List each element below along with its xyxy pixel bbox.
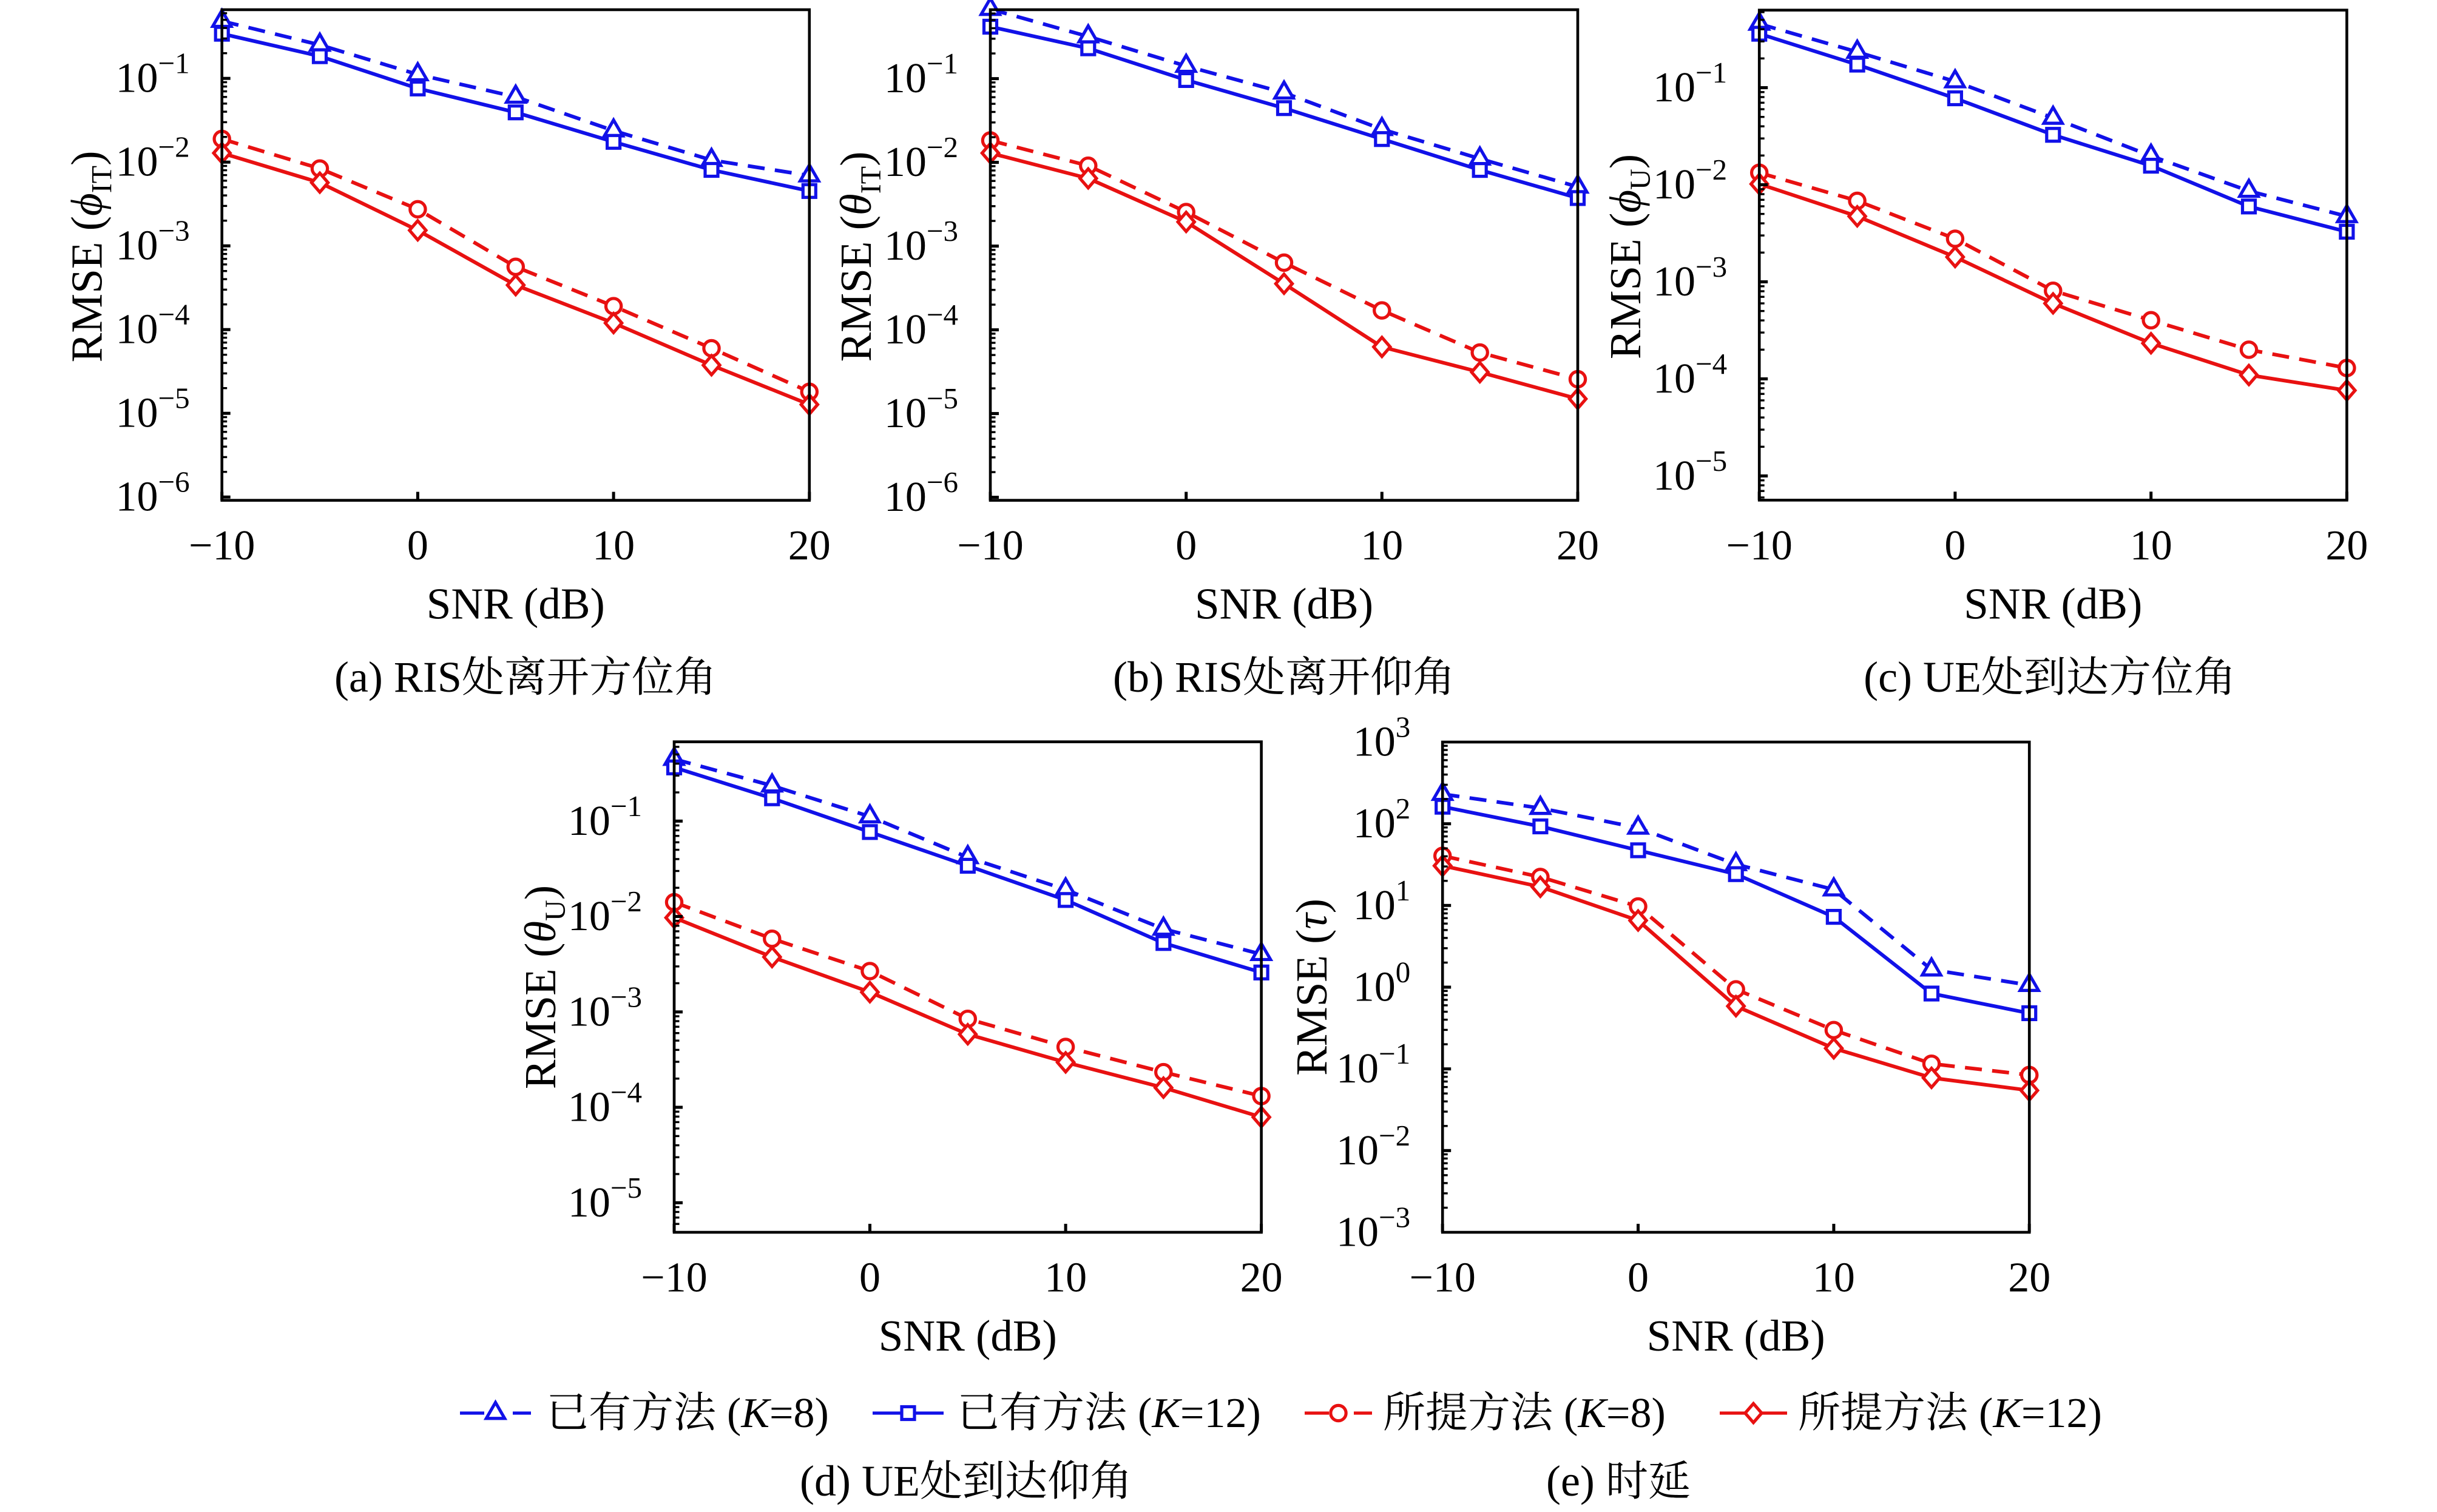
svg-text:0: 0: [1627, 1255, 1649, 1301]
svg-text:20: 20: [2325, 522, 2368, 569]
svg-text:0: 0: [1944, 522, 1965, 569]
svg-text:10: 10: [1044, 1255, 1087, 1301]
svg-text:20: 20: [2008, 1255, 2050, 1301]
svg-text:SNR (dB): SNR (dB): [1964, 579, 2142, 628]
svg-text:RMSE (τ): RMSE (τ): [1287, 899, 1336, 1076]
svg-text:−10: −10: [957, 522, 1023, 569]
svg-text:10: 10: [592, 522, 635, 569]
svg-text:10: 10: [1360, 522, 1403, 569]
svg-text:10−2: 10−2: [1653, 153, 1727, 208]
svg-text:SNR (dB): SNR (dB): [879, 1311, 1057, 1360]
svg-text:10−1: 10−1: [1653, 56, 1727, 111]
svg-text:SNR (dB): SNR (dB): [1647, 1311, 1825, 1360]
svg-text:10: 10: [1813, 1255, 1855, 1301]
svg-text:−10: −10: [1409, 1255, 1475, 1301]
svg-text:0: 0: [859, 1255, 880, 1301]
svg-text:0: 0: [407, 522, 428, 569]
svg-text:SNR (dB): SNR (dB): [427, 579, 605, 629]
svg-text:(K=12): (K=12): [1138, 1390, 1261, 1437]
svg-text:10−3: 10−3: [884, 214, 958, 269]
svg-text:(c) UE: (c) UE: [1864, 653, 1981, 701]
svg-text:10: 10: [2130, 522, 2172, 569]
svg-text:(K=8): (K=8): [727, 1390, 829, 1437]
svg-text:(a) RIS: (a) RIS: [334, 653, 462, 701]
svg-text:(K=12): (K=12): [1979, 1390, 2102, 1437]
svg-text:0: 0: [1175, 522, 1197, 569]
svg-text:(K=8): (K=8): [1564, 1390, 1666, 1437]
svg-text:(d) UE: (d) UE: [800, 1457, 920, 1505]
svg-text:−10: −10: [1726, 522, 1792, 569]
svg-text:20: 20: [1557, 522, 1599, 569]
svg-text:−10: −10: [189, 522, 255, 569]
svg-text:10−6: 10−6: [884, 465, 958, 521]
svg-text:(b) RIS: (b) RIS: [1113, 653, 1243, 701]
svg-text:−10: −10: [641, 1255, 707, 1301]
svg-text:10−5: 10−5: [1653, 444, 1727, 499]
svg-text:SNR (dB): SNR (dB): [1195, 579, 1373, 629]
svg-text:20: 20: [788, 522, 831, 569]
svg-text:(e): (e): [1546, 1457, 1595, 1505]
svg-text:20: 20: [1240, 1255, 1283, 1301]
